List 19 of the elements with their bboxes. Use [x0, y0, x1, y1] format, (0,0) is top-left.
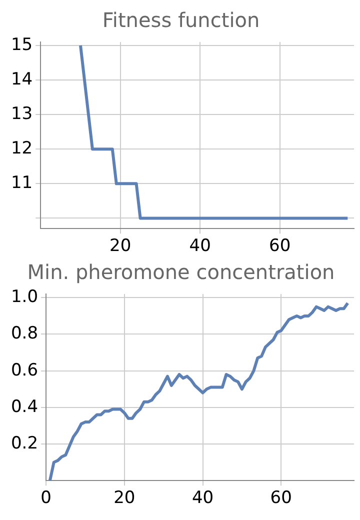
x-tick-label: 20: [114, 488, 136, 508]
y-tick-label: 12: [10, 138, 33, 159]
y-tick-label: 14: [10, 69, 33, 90]
y-tick-label: 1.0: [10, 287, 38, 308]
y-tick-label: 0.6: [10, 360, 38, 380]
x-tick-label: 40: [192, 488, 214, 508]
x-tick-label: 60: [270, 488, 292, 508]
x-tick-label: 0: [40, 488, 52, 508]
y-tick-label: 0.4: [10, 396, 38, 417]
y-tick-label: 15: [10, 34, 33, 55]
x-tick-label: 40: [189, 236, 211, 256]
y-tick-label: 13: [10, 104, 33, 124]
y-tick-label: 0.2: [10, 433, 38, 454]
x-tick-label: 20: [110, 236, 132, 256]
chart-title: Min. pheromone concentration: [27, 260, 335, 284]
y-tick-label: 11: [10, 173, 33, 194]
x-tick-label: 60: [269, 236, 291, 256]
y-tick-label: 0.8: [10, 324, 38, 344]
chart-title: Fitness function: [102, 8, 260, 32]
